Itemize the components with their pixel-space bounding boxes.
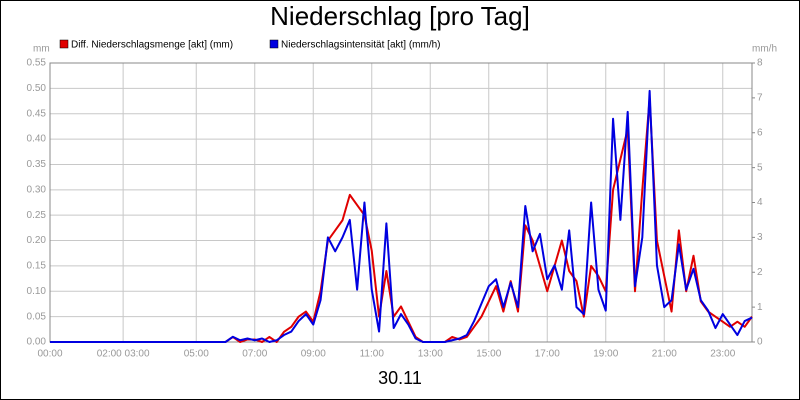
x-tick-label: 09:00 — [301, 349, 326, 360]
x-tick-label: 13:00 — [418, 349, 443, 360]
y-tick-label: 0.10 — [27, 286, 47, 297]
y-tick-label: 0.25 — [27, 210, 47, 221]
x-tick-label: 19:00 — [593, 349, 618, 360]
x-tick-label: 17:00 — [535, 349, 560, 360]
y-tick-label: 0.40 — [27, 134, 47, 145]
chart-title: Niederschlag [pro Tag] — [270, 1, 530, 31]
y-tick-label: 0.45 — [27, 108, 47, 119]
x-tick-label: 15:00 — [476, 349, 501, 360]
plot-border — [49, 62, 753, 343]
series-line — [50, 89, 753, 343]
y2-tick-label: 4 — [757, 197, 763, 208]
y2-tick-label: 6 — [757, 127, 763, 138]
y2-tick-label: 5 — [757, 162, 763, 173]
x-tick-label: 11:00 — [360, 349, 385, 360]
y-axis-unit: mm — [33, 44, 50, 55]
y-tick-label: 0.55 — [27, 58, 47, 69]
x-axis-title: 30.11 — [378, 368, 422, 388]
legend-swatch — [59, 39, 69, 49]
y-tick-label: 0.50 — [27, 83, 47, 94]
x-tick-label: 21:00 — [652, 349, 677, 360]
x-tick-label: 02:00 03:00 — [97, 349, 150, 360]
y-tick-label: 0.35 — [27, 159, 47, 170]
y2-tick-label: 1 — [757, 302, 763, 313]
x-tick-label: 05:00 — [184, 349, 209, 360]
series-line — [50, 97, 753, 343]
y2-tick-label: 8 — [757, 58, 763, 69]
y-tick-label: 0.20 — [27, 235, 47, 246]
y2-tick-label: 3 — [757, 232, 763, 243]
legend-label: Niederschlagsintensität [akt] (mm/h) — [281, 40, 441, 51]
legend-label: Diff. Niederschlagsmenge [akt] (mm) — [71, 40, 233, 51]
y-tick-label: 0.05 — [27, 311, 47, 322]
y2-tick-label: 0 — [757, 337, 763, 348]
y2-axis-unit: mm/h — [752, 44, 777, 55]
y2-tick-label: 2 — [757, 267, 763, 278]
x-tick-label: 23:00 — [710, 349, 735, 360]
y-tick-label: 0.00 — [27, 337, 47, 348]
y-tick-label: 0.15 — [27, 261, 47, 272]
x-tick-label: 00:00 — [37, 349, 62, 360]
y2-tick-label: 7 — [757, 93, 763, 104]
legend-swatch — [269, 39, 279, 49]
x-tick-label: 07:00 — [242, 349, 267, 360]
y-tick-label: 0.30 — [27, 184, 47, 195]
plot-area — [49, 62, 753, 343]
